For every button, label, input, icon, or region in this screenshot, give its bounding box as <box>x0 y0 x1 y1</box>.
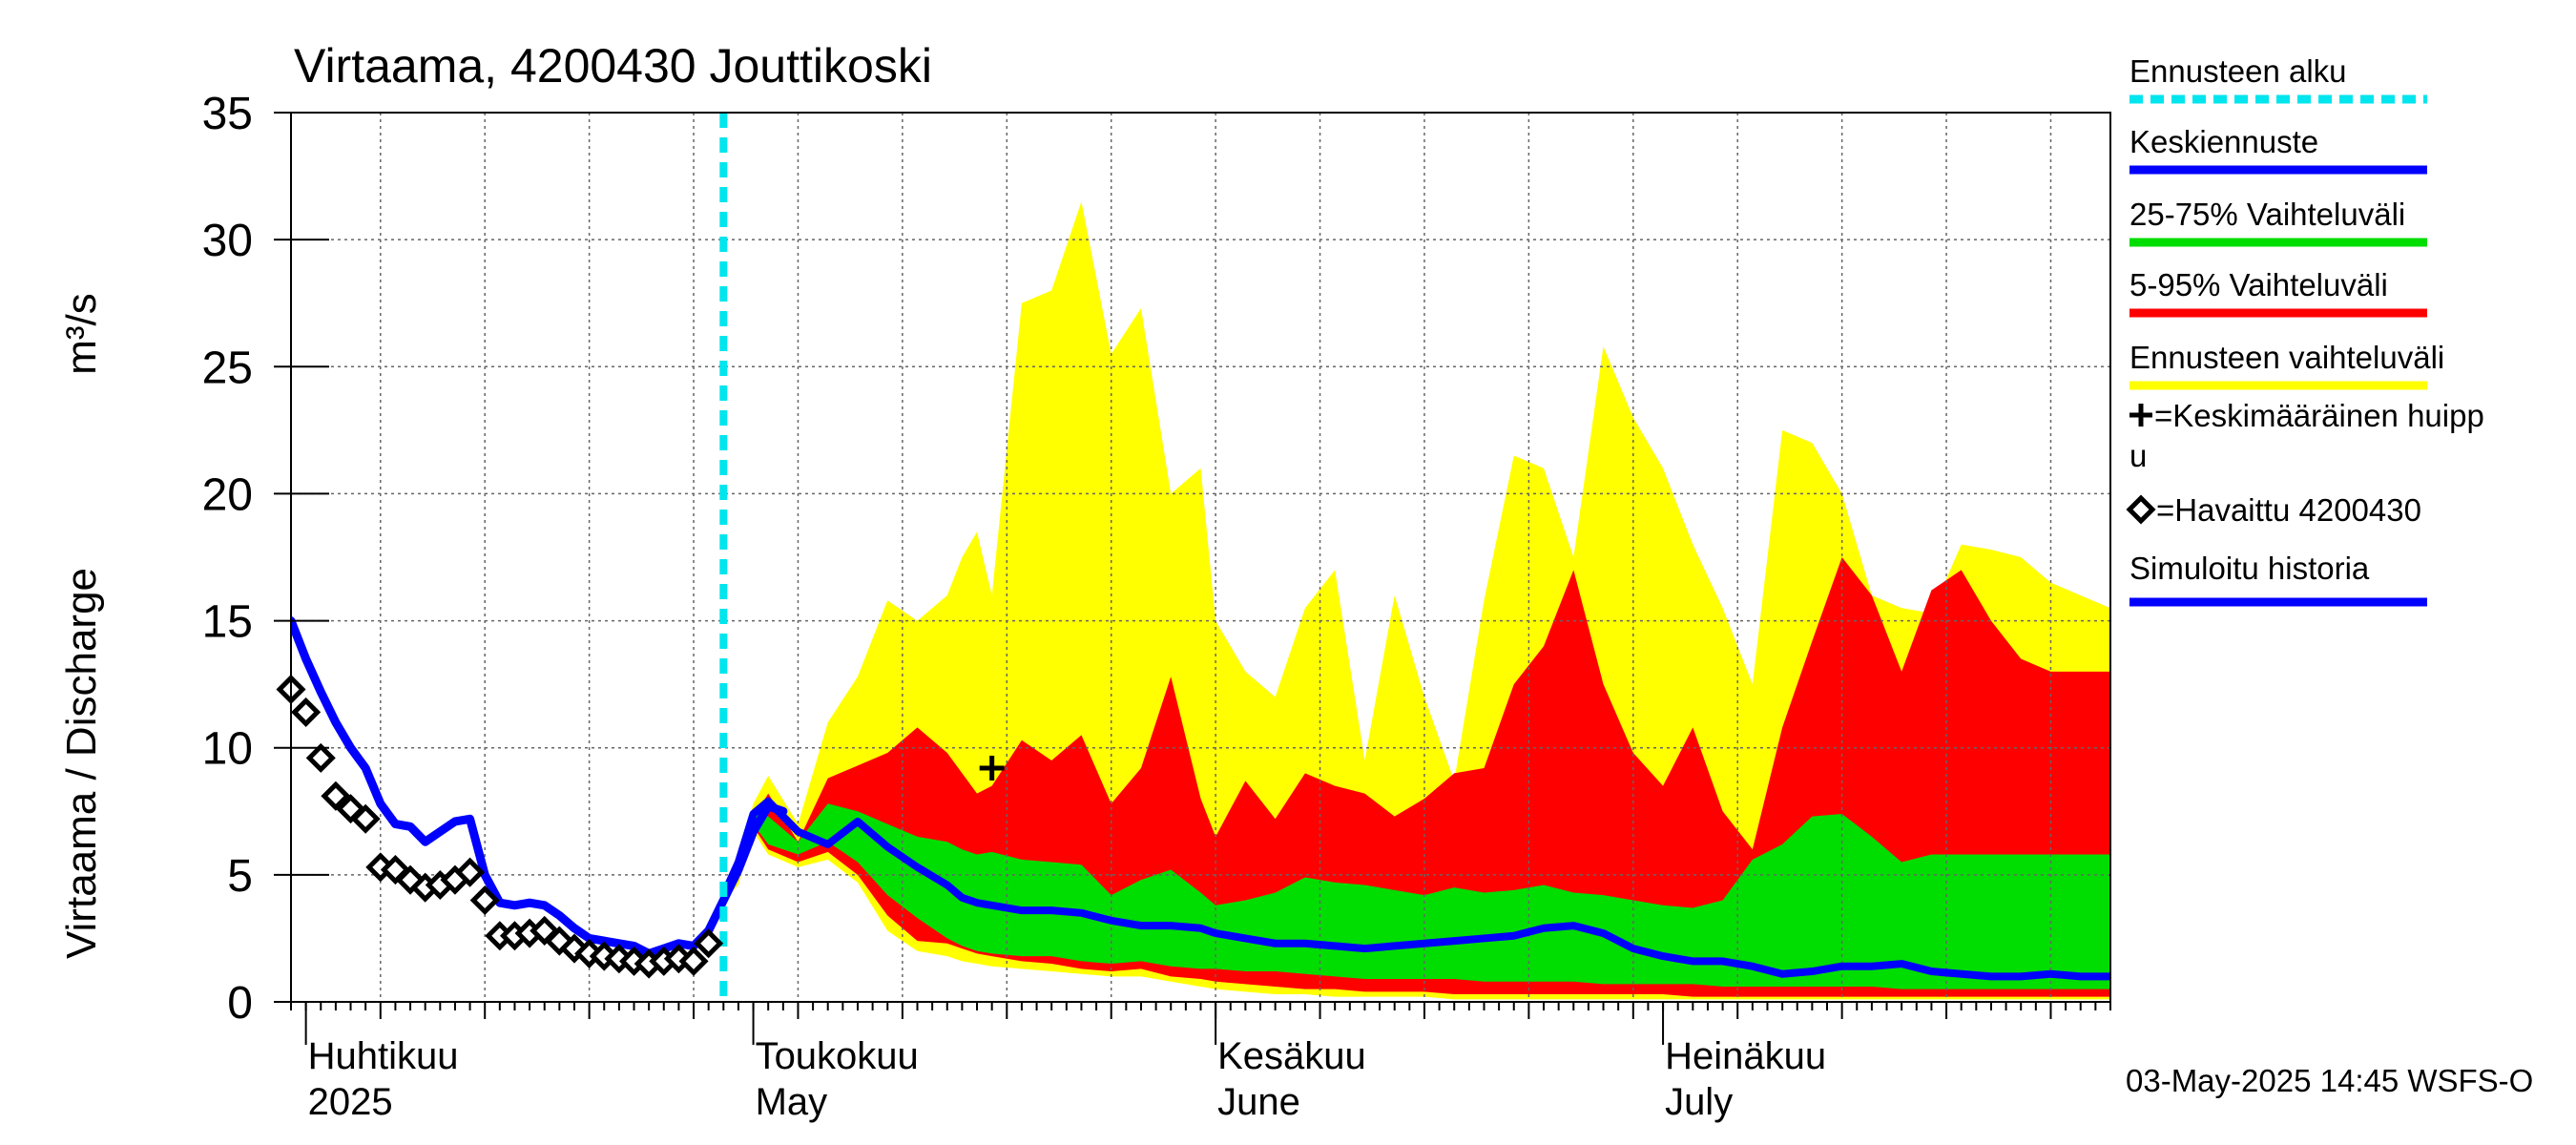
observed-point <box>335 794 366 824</box>
y-tick-label: 25 <box>202 343 253 393</box>
legend-label: 5-95% Vaihteluväli <box>2129 267 2388 302</box>
legend-label: =Havaittu 4200430 <box>2156 492 2421 528</box>
x-month-label: Huhtikuu <box>308 1035 459 1077</box>
legend-label: =Keskimääräinen huipp <box>2154 398 2484 433</box>
legend-label: Ennusteen alku <box>2129 53 2347 89</box>
y-tick-label: 0 <box>227 978 253 1029</box>
x-month-label: Kesäkuu <box>1217 1035 1366 1077</box>
y-tick-label: 15 <box>202 597 253 648</box>
footer-timestamp: 03-May-2025 14:45 WSFS-O <box>2126 1063 2533 1098</box>
x-month-sublabel: June <box>1217 1081 1300 1123</box>
y-axis: 0 5 10 15 20 25 30 35 <box>202 89 329 1029</box>
median-forecast-line <box>719 797 2110 981</box>
y-tick-label: 35 <box>202 89 253 139</box>
legend-label: Ennusteen vaihteluväli <box>2129 340 2444 375</box>
observed-point <box>694 928 724 959</box>
legend-label: u <box>2129 438 2147 473</box>
legend-diamond-symbol <box>2126 494 2156 525</box>
mean-peak-marker <box>979 756 1005 781</box>
observed-markers <box>276 674 1005 979</box>
observed-point <box>350 803 381 834</box>
observed-point <box>678 946 709 976</box>
legend-label: Keskiennuste <box>2129 124 2318 159</box>
observed-point <box>469 885 500 916</box>
y-axis-label: Virtaama / Discharge <box>58 568 105 959</box>
legend-plus-symbol <box>2129 404 2152 427</box>
observed-point <box>305 742 336 773</box>
y-axis-unit: m³/s <box>58 293 105 375</box>
observed-point <box>321 781 351 811</box>
observed-point <box>559 933 590 964</box>
observed-point <box>291 697 322 727</box>
y-tick-label: 30 <box>202 216 253 266</box>
legend: Ennusteen alku Keskiennuste 25-75% Vaihtel… <box>2126 53 2484 607</box>
x-month-label: Heinäkuu <box>1665 1035 1826 1077</box>
legend-label: Simuloitu historia <box>2129 551 2370 586</box>
x-month-sublabel: 2025 <box>308 1081 393 1123</box>
x-month-label: Toukokuu <box>756 1035 919 1077</box>
chart-title: Virtaama, 4200430 Jouttikoski <box>294 39 932 93</box>
forecast-bands <box>723 201 2110 1000</box>
x-month-sublabel: July <box>1665 1081 1733 1123</box>
y-tick-label: 10 <box>202 724 253 775</box>
y-tick-label: 20 <box>202 469 253 520</box>
x-month-sublabel: May <box>756 1081 828 1123</box>
band-25-75 <box>723 803 2110 989</box>
y-tick-label: 5 <box>227 851 253 902</box>
grid-lines <box>291 113 2110 1002</box>
observed-point <box>455 857 486 887</box>
legend-label: 25-75% Vaihteluväli <box>2129 197 2405 232</box>
